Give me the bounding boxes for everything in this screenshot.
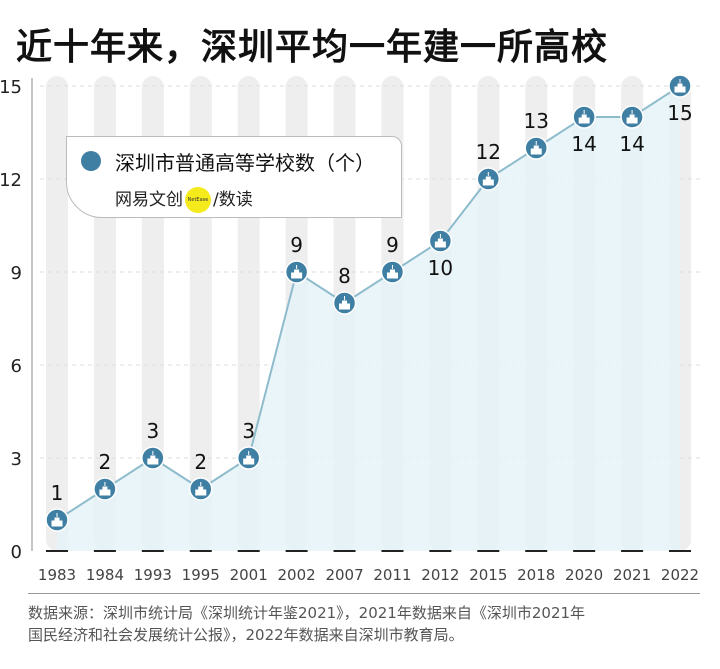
y-tick-label: 9 — [11, 263, 22, 284]
school-glyph — [291, 265, 303, 279]
x-tick-label: 2022 — [661, 566, 699, 584]
source-note: 数据来源：深圳市统计局《深圳统计年鉴2021》，2021年数据来自《深圳市202… — [28, 602, 708, 646]
data-label: 3 — [242, 419, 255, 443]
data-label: 15 — [667, 101, 692, 125]
y-tick-label: 3 — [11, 449, 22, 470]
school-glyph — [674, 79, 686, 93]
brand-sep: / — [213, 190, 219, 210]
school-glyph — [626, 110, 638, 124]
area-fill — [57, 86, 680, 551]
data-label: 3 — [146, 419, 159, 443]
school-glyph — [434, 234, 446, 248]
x-tick-label: 2007 — [325, 566, 363, 584]
y-tick-label: 12 — [0, 170, 22, 191]
brand-left: 网易文创 — [115, 190, 183, 210]
x-tick-label: 1993 — [134, 566, 172, 584]
chart-title: 近十年来，深圳平均一年建一所高校 — [16, 27, 609, 68]
school-glyph — [339, 296, 351, 310]
data-label: 12 — [476, 140, 501, 164]
school-glyph — [578, 110, 590, 124]
x-tick-label: 2002 — [278, 566, 316, 584]
x-tick-label: 2020 — [565, 566, 603, 584]
category-bar — [46, 76, 68, 551]
data-label: 8 — [338, 264, 351, 288]
x-tick-label: 1995 — [182, 566, 220, 584]
brand-right: 数读 — [218, 190, 253, 210]
x-tick-label: 2012 — [421, 566, 459, 584]
brand: 网易文创 NetEase/数读 — [115, 185, 253, 213]
data-label: 2 — [194, 450, 207, 474]
school-glyph — [99, 482, 111, 496]
school-glyph — [386, 265, 398, 279]
y-tick-label: 0 — [11, 542, 22, 563]
data-label: 9 — [290, 233, 303, 257]
source-line-1: 数据来源：深圳市统计局《深圳统计年鉴2021》，2021年数据来自《深圳市202… — [28, 604, 586, 622]
school-building-icon — [81, 151, 101, 171]
data-label: 13 — [524, 109, 549, 133]
data-label: 14 — [571, 132, 596, 156]
school-glyph — [51, 513, 63, 527]
x-tick-label: 1984 — [86, 566, 124, 584]
x-tick-label: 1983 — [38, 566, 76, 584]
data-label: 14 — [619, 132, 644, 156]
x-tick-label: 2001 — [230, 566, 268, 584]
x-tick-label: 2015 — [469, 566, 507, 584]
netease-logo: NetEase — [185, 187, 211, 213]
source-line-2: 国民经济和社会发展统计公报》，2022年数据来自深圳市教育局。 — [28, 626, 464, 644]
school-glyph — [147, 451, 159, 465]
school-glyph — [195, 482, 207, 496]
school-glyph — [482, 172, 494, 186]
school-glyph — [243, 451, 255, 465]
x-tick-label: 2021 — [613, 566, 651, 584]
divider — [28, 593, 700, 594]
data-label: 10 — [428, 256, 453, 280]
data-label: 1 — [51, 481, 64, 505]
x-tick-label: 2011 — [373, 566, 411, 584]
line-chart: 0 3 6 9 12 15 1983 1 1984 2 1993 3 1995 2 2001 3 2002 9 20… — [0, 74, 700, 584]
data-label: 2 — [99, 450, 112, 474]
legend: 深圳市普通高等学校数（个） 网易文创 NetEase/数读 — [66, 136, 402, 218]
x-tick-label: 2018 — [517, 566, 555, 584]
school-glyph — [530, 141, 542, 155]
y-tick-label: 15 — [0, 77, 22, 98]
legend-label: 深圳市普通高等学校数（个） — [115, 151, 375, 175]
y-tick-label: 6 — [11, 356, 22, 377]
data-label: 9 — [386, 233, 399, 257]
